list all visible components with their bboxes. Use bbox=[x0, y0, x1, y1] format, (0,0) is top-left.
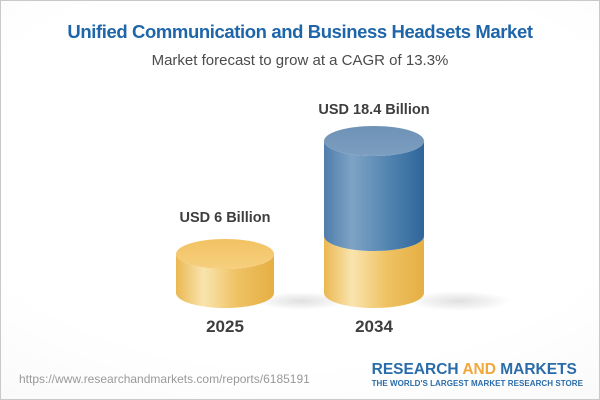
bar-2034-top bbox=[324, 126, 424, 156]
shadow-2034 bbox=[407, 291, 511, 311]
bar-2034-gold-segment bbox=[324, 236, 424, 308]
logo-word-markets: MARKETS bbox=[500, 360, 577, 378]
category-label-2034: 2034 bbox=[355, 317, 393, 336]
report-url: https://www.researchandmarkets.com/repor… bbox=[19, 372, 310, 386]
chart-subtitle: Market forecast to grow at a CAGR of 13.… bbox=[151, 52, 449, 69]
category-label-2025: 2025 bbox=[206, 317, 244, 336]
value-label-2025: USD 6 Billion bbox=[179, 210, 270, 226]
bar-2034 bbox=[324, 126, 424, 308]
bar-2025-body bbox=[176, 254, 274, 308]
value-label-2034: USD 18.4 Billion bbox=[318, 102, 429, 118]
logo-tagline: THE WORLD'S LARGEST MARKET RESEARCH STOR… bbox=[371, 379, 583, 388]
logo-wordmark: RESEARCH AND MARKETS bbox=[371, 360, 583, 378]
bar-2025-top bbox=[176, 239, 274, 269]
logo-word-research: RESEARCH bbox=[371, 360, 459, 378]
research-and-markets-logo: RESEARCH AND MARKETS THE WORLD'S LARGEST… bbox=[371, 360, 583, 389]
chart-title: Unified Communication and Business Heads… bbox=[67, 21, 533, 42]
shadow-2025 bbox=[255, 292, 347, 310]
bar-2025 bbox=[176, 239, 274, 308]
logo-word-and: AND bbox=[462, 360, 496, 378]
bar-2034-blue-segment bbox=[324, 141, 424, 251]
